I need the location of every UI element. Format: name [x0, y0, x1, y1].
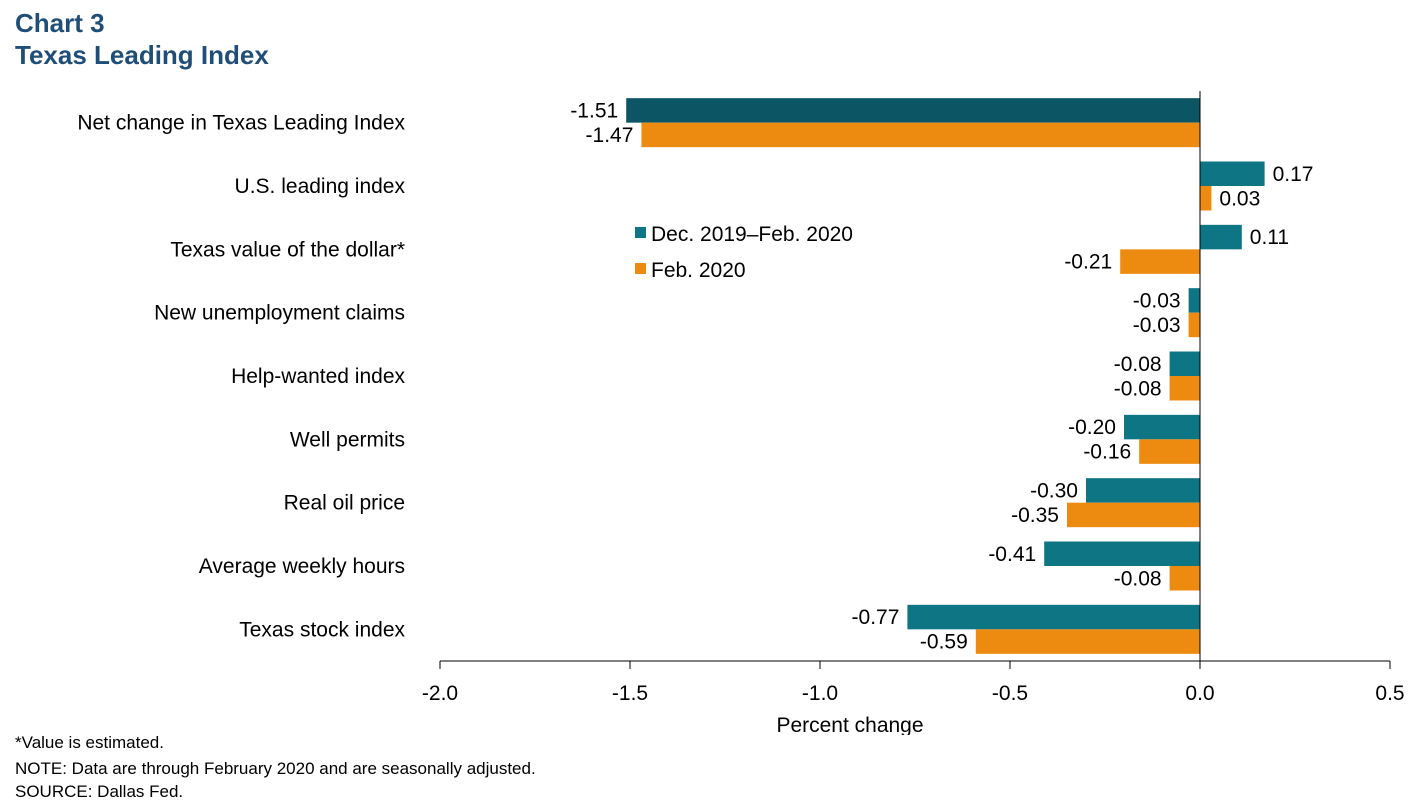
bar-series-1	[1086, 478, 1200, 503]
bar-series-2	[1120, 249, 1200, 274]
category-label: Texas stock index	[239, 618, 405, 641]
category-label: Well permits	[290, 428, 405, 451]
bar-series-2	[1200, 186, 1212, 211]
data-label-series-2: -0.21	[1064, 251, 1112, 274]
bar-series-1	[907, 604, 1200, 630]
legend-swatch-series-2	[635, 263, 646, 274]
category-label: New unemployment claims	[154, 302, 405, 325]
bar-series-2	[641, 122, 1200, 148]
estimate-note: *Value is estimated.	[15, 733, 164, 752]
legend-label-series-1: Dec. 2019–Feb. 2020	[651, 223, 853, 246]
value-labels: -1.51-1.47 0.17 0.03 0.11 -0.21 -0.03-0.03 -0.…	[570, 99, 1313, 653]
x-axis-label: Percent change	[776, 714, 923, 735]
bar-series-2	[1188, 312, 1200, 338]
data-label-series-1: -0.20	[1068, 416, 1116, 439]
data-label-series-1: -0.30	[1030, 479, 1078, 502]
category-label: U.S. leading index	[235, 175, 406, 198]
data-label-series-2: -0.35	[1011, 504, 1059, 527]
bar-series-1	[1188, 288, 1200, 313]
bar-series-2	[1067, 502, 1200, 528]
data-label-series-1: -0.08	[1114, 353, 1162, 376]
data-label-series-1: -0.77	[852, 606, 900, 629]
data-label-series-2: -0.59	[920, 631, 968, 654]
category-label: Real oil price	[284, 492, 405, 515]
bar-series-1	[1200, 161, 1265, 186]
bar-series-1	[1200, 224, 1242, 250]
legend: Dec. 2019–Feb. 2020 Feb. 2020	[635, 223, 853, 282]
category-label: Help-wanted index	[231, 365, 405, 388]
bar-series-1	[1124, 414, 1200, 440]
data-label-series-2: 0.03	[1219, 187, 1260, 210]
chart-title: Texas Leading Index	[15, 40, 269, 70]
x-tick-label: -1.5	[612, 682, 648, 705]
bar-series-2	[975, 629, 1200, 654]
x-axis: -2.0 -1.5 -1.0 -0.5 0.0 0.5	[422, 91, 1405, 705]
category-labels: Net change in Texas Leading Index U.S. le…	[77, 112, 405, 642]
data-label-series-1: -1.51	[570, 99, 618, 122]
category-label: Average weekly hours	[199, 555, 405, 578]
data-label-series-2: -1.47	[586, 124, 634, 147]
bar-series-1	[626, 98, 1200, 123]
bar-series-1	[1044, 541, 1200, 566]
x-tick-label: -0.5	[992, 682, 1028, 705]
bar-series-2	[1139, 439, 1200, 464]
data-label-series-1: -0.41	[988, 543, 1036, 566]
data-note: NOTE: Data are through February 2020 and…	[15, 759, 536, 778]
data-label-series-2: -0.08	[1114, 377, 1162, 400]
bar-series-2	[1169, 566, 1200, 591]
legend-label-series-2: Feb. 2020	[651, 259, 746, 282]
x-tick-label: -1.0	[802, 682, 838, 705]
data-label-series-1: 0.17	[1273, 163, 1314, 186]
source-note: SOURCE: Dallas Fed.	[15, 782, 184, 801]
chart-number: Chart 3	[15, 8, 105, 38]
category-label: Texas value of the dollar*	[170, 238, 405, 261]
bar-series-2	[1169, 376, 1200, 401]
legend-swatch-series-1	[635, 227, 646, 238]
data-label-series-2: -0.03	[1133, 314, 1181, 337]
bar-chart: Net change in Texas Leading Index U.S. le…	[77, 91, 1405, 735]
bars-layer	[626, 98, 1265, 654]
category-label: Net change in Texas Leading Index	[77, 112, 405, 135]
x-tick-label: 0.5	[1375, 682, 1404, 705]
data-label-series-2: -0.16	[1083, 441, 1131, 464]
data-label-series-1: 0.11	[1250, 226, 1289, 249]
data-label-series-1: -0.03	[1133, 289, 1181, 312]
x-tick-label: 0.0	[1185, 682, 1214, 705]
data-label-series-2: -0.08	[1114, 567, 1162, 590]
x-tick-label: -2.0	[422, 682, 458, 705]
bar-series-1	[1169, 351, 1200, 376]
